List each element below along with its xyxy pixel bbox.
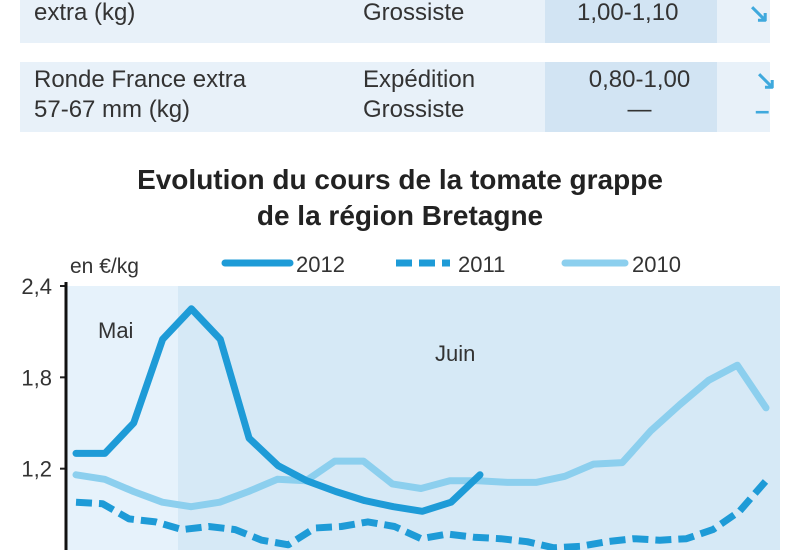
y-axis-label: en €/kg bbox=[70, 255, 139, 278]
y-tick-label: 1,8 bbox=[21, 365, 52, 390]
price-table: extra (kg) Grossiste 1,00-1,10 ↘ Ronde F… bbox=[0, 0, 800, 135]
stage-cell: Grossiste bbox=[363, 0, 465, 26]
trend-icon: ↘ bbox=[748, 0, 770, 28]
plot-background-juin bbox=[178, 286, 780, 550]
y-tick-label: 2,4 bbox=[21, 274, 52, 299]
trend-icon: ↘ – bbox=[755, 65, 777, 125]
y-tick-label: 0,6 bbox=[21, 548, 52, 550]
product-cell: extra (kg) bbox=[34, 0, 136, 26]
chart-title: Evolution du cours de la tomate grappe d… bbox=[137, 164, 663, 231]
annotation-mai: Mai bbox=[98, 318, 133, 343]
table-row: Ronde France extra 57-67 mm (kg) Expédit… bbox=[20, 62, 777, 132]
stage-cell: Expédition Grossiste bbox=[363, 66, 476, 123]
y-tick-label: 1,2 bbox=[21, 457, 52, 482]
annotation-juin: Juin bbox=[435, 341, 475, 366]
legend-label-2011: 2011 bbox=[458, 252, 505, 277]
table-row: extra (kg) Grossiste 1,00-1,10 ↘ bbox=[20, 0, 770, 43]
legend-label-2010: 2010 bbox=[632, 252, 681, 277]
price-cell: 0,80-1,00 — bbox=[588, 66, 691, 123]
price-cell: 1,00-1,10 bbox=[577, 0, 679, 26]
series-line-2010 bbox=[72, 361, 770, 511]
series-line-2011 bbox=[75, 478, 769, 550]
legend-label-2012: 2012 bbox=[296, 252, 345, 277]
series-line-2012 bbox=[72, 305, 484, 515]
product-cell: Ronde France extra 57-67 mm (kg) bbox=[34, 66, 247, 123]
